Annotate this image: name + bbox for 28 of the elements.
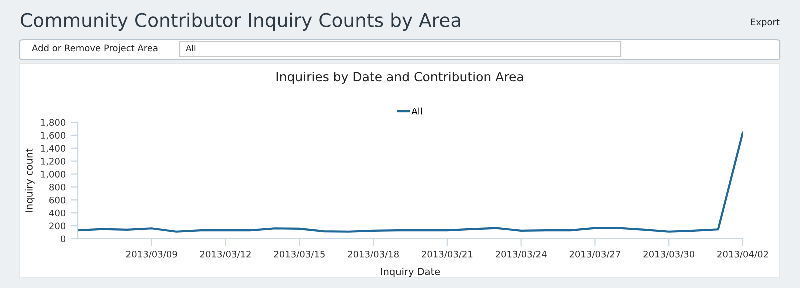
- x-tick-label: 2013/03/18: [348, 250, 399, 259]
- y-tick-label: 200: [50, 222, 66, 230]
- y-tick-label: 400: [49, 210, 66, 217]
- y-tick-label: 600: [50, 196, 66, 204]
- x-tick-label: 2013/04/02: [718, 250, 768, 259]
- line-series: [78, 132, 743, 233]
- legend-label: All: [412, 108, 422, 115]
- x-tick-label: 2013/03/12: [200, 250, 251, 259]
- x-axis-title: Inquiry Date: [381, 268, 440, 278]
- y-tick-label: 1,200: [41, 158, 66, 166]
- x-tick-label: 2013/03/15: [274, 250, 325, 259]
- x-tick-label: 2013/03/27: [570, 250, 620, 259]
- y-tick-label: 1,800: [41, 119, 66, 127]
- x-tick-label: 2013/03/09: [126, 250, 178, 259]
- x-tick-label: 2013/03/24: [496, 250, 547, 259]
- text: Export: [751, 18, 780, 28]
- x-tick-label: 2013/03/21: [422, 250, 473, 259]
- chart-subtitle: Inquiries by Date and Contribution Area: [276, 72, 524, 84]
- y-tick-label: 1,600: [41, 132, 66, 140]
- chart-title: Community Contributor Inquiry Counts by Area: [21, 12, 460, 32]
- text: All: [186, 44, 196, 52]
- y-tick-label: 0: [61, 236, 66, 243]
- y-axis-title: Inquiry count: [25, 148, 35, 212]
- x-tick-label: 2013/03/30: [644, 250, 695, 259]
- y-tick-label: 800: [50, 184, 66, 191]
- y-tick-label: 1,000: [41, 171, 66, 179]
- text: Add or Remove Project Area: [32, 44, 158, 54]
- y-tick-label: 1,400: [41, 145, 66, 153]
